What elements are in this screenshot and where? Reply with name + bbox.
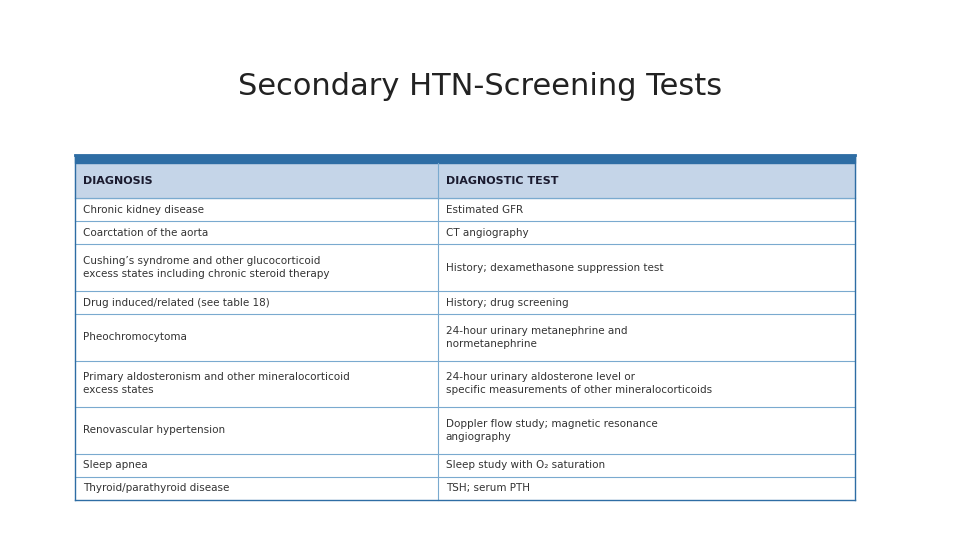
Text: Thyroid/parathyroid disease: Thyroid/parathyroid disease bbox=[83, 483, 229, 494]
Text: Cushing’s syndrome and other glucocorticoid
excess states including chronic ster: Cushing’s syndrome and other glucocortic… bbox=[83, 256, 329, 279]
Text: Doppler flow study; magnetic resonance
angiography: Doppler flow study; magnetic resonance a… bbox=[445, 418, 658, 442]
Text: DIAGNOSIS: DIAGNOSIS bbox=[83, 176, 153, 186]
Text: Sleep apnea: Sleep apnea bbox=[83, 460, 148, 470]
Text: Chronic kidney disease: Chronic kidney disease bbox=[83, 205, 204, 214]
Text: Primary aldosteronism and other mineralocorticoid
excess states: Primary aldosteronism and other mineralo… bbox=[83, 372, 349, 395]
Text: Renovascular hypertension: Renovascular hypertension bbox=[83, 426, 226, 435]
Bar bbox=[75, 163, 855, 198]
Text: History; drug screening: History; drug screening bbox=[445, 298, 568, 308]
Text: Pheochromocytoma: Pheochromocytoma bbox=[83, 333, 187, 342]
Text: History; dexamethasone suppression test: History; dexamethasone suppression test bbox=[445, 262, 663, 273]
Text: Drug induced/related (see table 18): Drug induced/related (see table 18) bbox=[83, 298, 270, 308]
Text: CT angiography: CT angiography bbox=[445, 228, 528, 238]
Text: Sleep study with O₂ saturation: Sleep study with O₂ saturation bbox=[445, 460, 605, 470]
Text: Secondary HTN-Screening Tests: Secondary HTN-Screening Tests bbox=[238, 72, 722, 101]
Bar bbox=[75, 155, 855, 163]
Text: Coarctation of the aorta: Coarctation of the aorta bbox=[83, 228, 208, 238]
Text: Estimated GFR: Estimated GFR bbox=[445, 205, 523, 214]
Text: 24-hour urinary aldosterone level or
specific measurements of other mineralocort: 24-hour urinary aldosterone level or spe… bbox=[445, 372, 711, 395]
Text: DIAGNOSTIC TEST: DIAGNOSTIC TEST bbox=[445, 176, 558, 186]
Text: TSH; serum PTH: TSH; serum PTH bbox=[445, 483, 530, 494]
Text: 24-hour urinary metanephrine and
normetanephrine: 24-hour urinary metanephrine and normeta… bbox=[445, 326, 627, 349]
